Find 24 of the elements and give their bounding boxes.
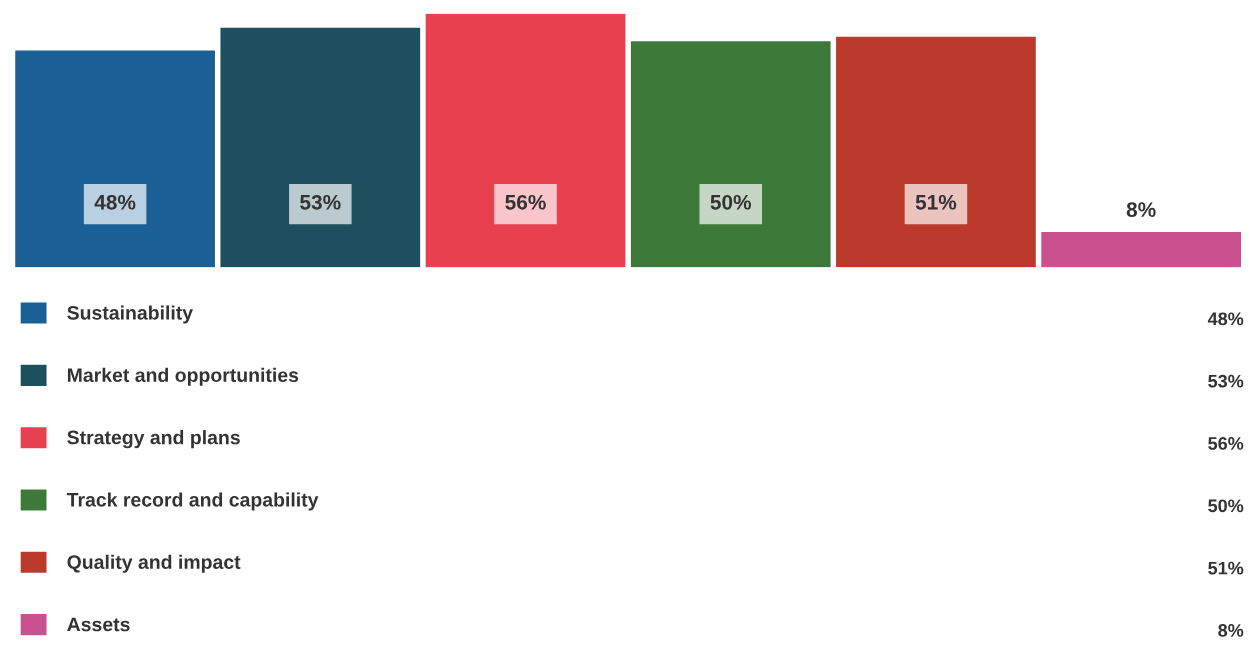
data-label: 56% — [505, 194, 546, 210]
legend-label: Market and opportunities — [67, 367, 299, 386]
text: 53% — [1208, 374, 1244, 388]
bar — [834, 35, 1038, 268]
legend-label: Strategy and plans — [67, 430, 240, 449]
data-label: 51% — [915, 194, 957, 210]
data-label: 8% — [1126, 202, 1156, 217]
data-label: 53% — [300, 194, 341, 210]
data-label: 50% — [710, 194, 752, 210]
bar — [1039, 230, 1243, 268]
legend-label: Sustainability — [67, 305, 193, 324]
legend-label: Assets — [67, 617, 130, 632]
bar — [13, 49, 217, 268]
text: 50% — [1208, 499, 1244, 513]
text: 48% — [1207, 312, 1244, 326]
text: 56% — [1208, 437, 1244, 450]
bar — [219, 26, 422, 268]
legend-label: Quality and impact — [67, 554, 241, 573]
text: 8% — [1218, 624, 1244, 637]
data-label: 48% — [94, 194, 136, 210]
bar — [424, 13, 627, 268]
text: 51% — [1208, 561, 1244, 575]
bar — [629, 39, 832, 268]
legend-label: Track record and capability — [66, 492, 319, 511]
